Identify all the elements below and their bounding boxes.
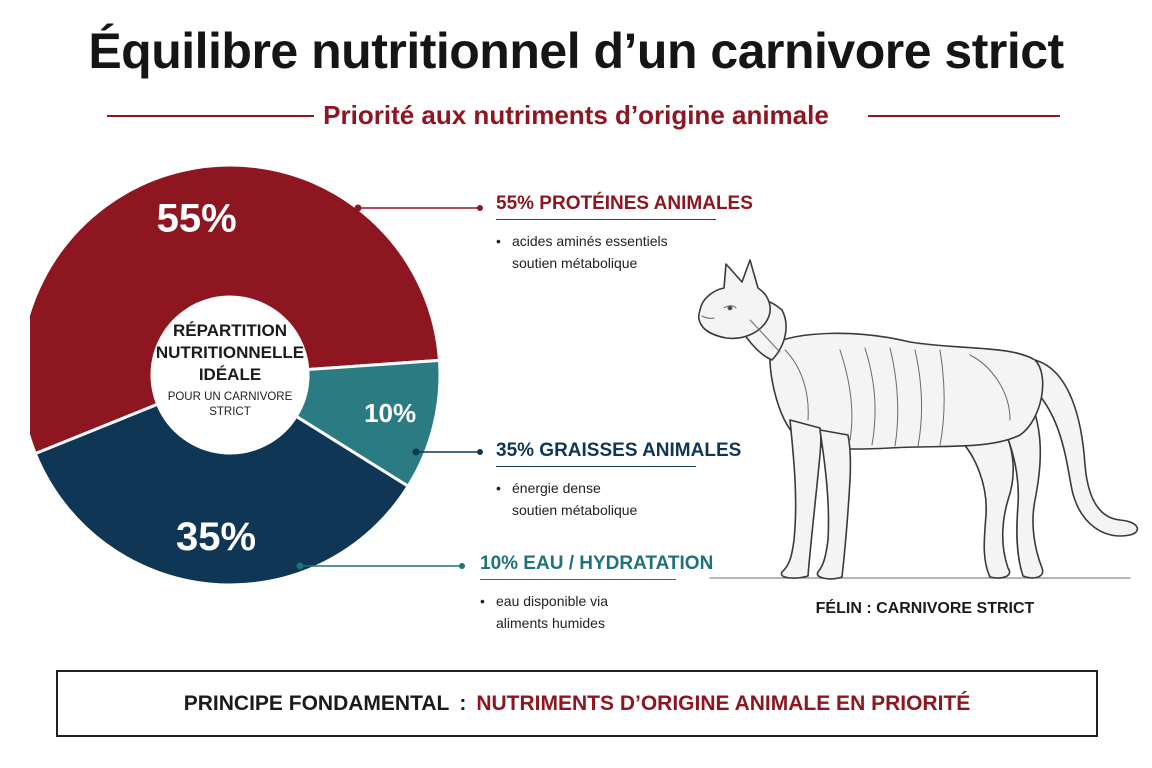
callout-water-bullet-line2: aliments humides	[496, 615, 605, 631]
subtitle-rule-right	[868, 115, 1060, 117]
principle-value: NUTRIMENTS D’ORIGINE ANIMALE EN PRIORITÉ	[476, 691, 971, 715]
callout-protein: 55% PROTÉINES ANIMALES • acides aminés es…	[496, 193, 753, 274]
donut-center-label: RÉPARTITION NUTRITIONNELLE IDÉALE POUR U…	[152, 320, 308, 420]
principle-box: PRINCIPE FONDAMENTAL : NUTRIMENTS D’ORIG…	[56, 670, 1098, 737]
callout-fat-bullet-line2: soutien métabolique	[512, 502, 638, 518]
callout-water-underline	[480, 579, 676, 580]
bullet-dot: •	[480, 593, 485, 609]
donut-center-title: RÉPARTITION NUTRITIONNELLE IDÉALE	[155, 321, 305, 384]
principle-label: PRINCIPE FONDAMENTAL	[183, 691, 450, 715]
callout-water: 10% EAU / HYDRATATION • eau disponible vi…	[480, 553, 714, 634]
donut-chart: 55% 10% 35%	[30, 163, 442, 587]
callout-water-bullet: • eau disponible via aliments humides	[480, 590, 676, 634]
donut-hole	[152, 297, 308, 453]
subtitle-row: Priorité aux nutriments d’origine animal…	[0, 98, 1152, 134]
donut-value-label-3: 35%	[176, 515, 256, 559]
cat-caption: FÉLIN : CARNIVORE STRICT	[815, 600, 1035, 617]
callout-protein-bullet-line1: acides aminés essentiels	[512, 233, 668, 249]
leader-dot-fat-end	[477, 449, 483, 455]
bullet-dot: •	[496, 480, 501, 496]
callout-protein-bullet-line2: soutien métabolique	[512, 255, 638, 271]
donut-value-label-2: 10%	[364, 398, 416, 428]
callout-water-heading: 10% EAU / HYDRATATION	[480, 553, 714, 574]
subtitle-rule-left	[107, 115, 314, 117]
page-subtitle: Priorité aux nutriments d’origine animal…	[323, 100, 829, 130]
donut-center-subtitle: POUR UN CARNIVORE STRICT	[167, 391, 293, 418]
bullet-dot: •	[496, 233, 501, 249]
callout-fat-bullet: • énergie dense soutien métabolique	[496, 477, 696, 521]
callout-fat-underline	[496, 466, 696, 467]
callout-protein-bullet: • acides aminés essentiels soutien métabo…	[496, 230, 716, 274]
callout-protein-heading: 55% PROTÉINES ANIMALES	[496, 193, 753, 214]
principle-separator: :	[459, 691, 467, 715]
leader-dot-protein-end	[477, 205, 483, 211]
callout-fat-bullet-line1: énergie dense	[512, 480, 601, 496]
page-title: Équilibre nutritionnel d’un carnivore st…	[88, 23, 1064, 79]
callout-fat: 35% GRAISSES ANIMALES • énergie dense sou…	[496, 440, 742, 521]
donut-value-label-1: 55%	[157, 196, 237, 240]
callout-water-bullet-line1: eau disponible via	[496, 593, 609, 609]
callout-protein-underline	[496, 219, 716, 220]
cat-illustration-icon	[697, 259, 1139, 580]
callout-fat-heading: 35% GRAISSES ANIMALES	[496, 440, 742, 461]
